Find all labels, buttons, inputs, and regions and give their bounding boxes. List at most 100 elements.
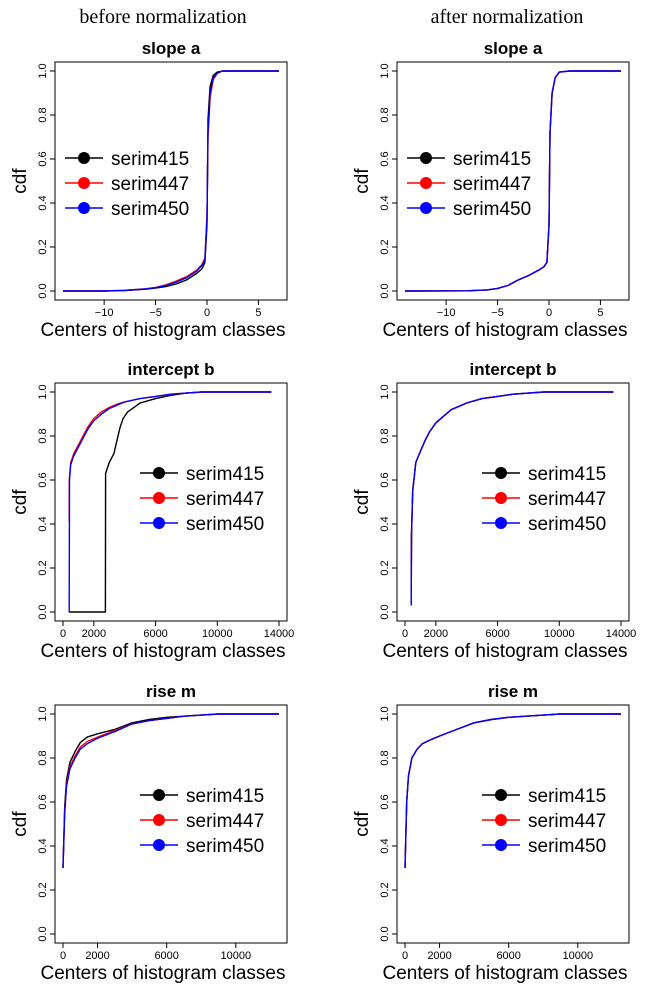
y-tick-label: 1.0	[37, 384, 49, 399]
y-tick-label: 0.2	[379, 882, 391, 897]
y-tick-label: 0.8	[379, 428, 391, 443]
x-tick-label: 10000	[221, 950, 252, 962]
legend-marker	[153, 467, 165, 479]
series-line-serim450	[62, 713, 279, 869]
legend-marker	[495, 814, 507, 826]
panel-title: intercept b	[128, 360, 215, 379]
y-tick-label: 0.6	[37, 151, 49, 166]
x-tick-label: 5	[255, 307, 261, 319]
plot-frame	[54, 382, 288, 622]
legend-marker	[153, 789, 165, 801]
y-tick-label: 0.0	[379, 283, 391, 298]
x-tick-label: 0	[60, 628, 66, 640]
x-tick-label: 2000	[82, 628, 106, 640]
y-tick-label: 0.4	[37, 838, 49, 853]
y-axis-label: cdf	[10, 489, 31, 515]
legend-marker	[153, 492, 165, 504]
y-tick-label: 0.8	[379, 107, 391, 122]
series-line-serim450	[410, 391, 614, 606]
y-tick-label: 0.4	[379, 516, 391, 531]
legend-marker	[495, 492, 507, 504]
series-line-serim450	[404, 713, 621, 869]
panel-grid: slope a −10 −5 0 5 0.0 0.2 0.4 0.6 0.8 1.0 Centers …	[10, 39, 636, 984]
legend-label: serim447	[186, 489, 264, 510]
legend-label: serim450	[186, 514, 264, 535]
y-tick-label: 0.8	[37, 107, 49, 122]
legend-label: serim450	[528, 836, 606, 857]
x-tick-label: 2000	[85, 950, 109, 962]
legend-label: serim415	[453, 149, 531, 170]
legend-marker	[78, 177, 90, 189]
panel-title: slope a	[484, 39, 543, 58]
x-tick-label: −10	[95, 307, 114, 319]
y-tick-label: 0.8	[379, 750, 391, 765]
legend-label: serim415	[186, 464, 264, 485]
y-tick-label: 0.2	[379, 560, 391, 575]
legend-marker	[78, 202, 90, 214]
x-tick-label: 6000	[496, 950, 520, 962]
x-tick-label: 0	[402, 950, 408, 962]
y-tick-label: 0.6	[379, 472, 391, 487]
series-line-serim450	[68, 391, 272, 613]
y-tick-label: 0.2	[379, 239, 391, 254]
legend-label: serim415	[528, 786, 606, 807]
legend-label: serim447	[528, 811, 606, 832]
x-tick-label: 6000	[154, 950, 178, 962]
series-line-serim450	[63, 70, 279, 292]
x-tick-label: −10	[437, 307, 456, 319]
legend-label: serim450	[453, 199, 531, 220]
x-axis-label: Centers of histogram classes	[41, 641, 286, 662]
y-axis-label: cdf	[352, 811, 373, 837]
legend-marker	[153, 814, 165, 826]
y-tick-label: 1.0	[379, 706, 391, 721]
chart-panel: rise m 0 2000 6000 10000 0.0 0.2 0.4 0.6 0.8 1.0 Ce…	[10, 682, 288, 984]
x-tick-label: 6000	[485, 628, 509, 640]
chart-panel: slope a −10 −5 0 5 0.0 0.2 0.4 0.6 0.8 1.0 Centers …	[10, 39, 288, 341]
legend-marker	[420, 177, 432, 189]
legend-label: serim415	[528, 464, 606, 485]
legend-label: serim447	[111, 174, 189, 195]
y-tick-label: 0.2	[37, 239, 49, 254]
x-tick-label: 14000	[606, 628, 637, 640]
y-tick-label: 0.2	[37, 882, 49, 897]
x-tick-label: 2000	[427, 950, 451, 962]
legend-label: serim447	[528, 489, 606, 510]
series-line-serim415	[69, 391, 272, 613]
x-tick-label: 10000	[202, 628, 233, 640]
y-axis-label: cdf	[352, 168, 373, 194]
x-tick-label: 0	[402, 628, 408, 640]
plot-frame	[54, 704, 288, 944]
chart-panel: intercept b 0 2000 6000 10000 14000 0.0 0.2 0.4 0…	[352, 360, 636, 662]
x-axis-label: Centers of histogram classes	[41, 963, 286, 984]
y-axis-label: cdf	[10, 168, 31, 194]
plot-frame	[396, 704, 630, 944]
x-axis-label: Centers of histogram classes	[383, 641, 628, 662]
legend-marker	[495, 467, 507, 479]
x-axis-label: Centers of histogram classes	[383, 963, 628, 984]
y-axis-label: cdf	[10, 811, 31, 837]
series-line-serim450	[404, 70, 621, 292]
y-tick-label: 1.0	[379, 63, 391, 78]
legend-marker	[420, 152, 432, 164]
y-tick-label: 0.2	[37, 560, 49, 575]
legend-marker	[420, 202, 432, 214]
x-tick-label: 6000	[143, 628, 167, 640]
y-tick-label: 1.0	[37, 63, 49, 78]
x-tick-label: 0	[204, 307, 210, 319]
y-tick-label: 0.4	[379, 838, 391, 853]
legend-marker	[495, 839, 507, 851]
legend-label: serim415	[186, 786, 264, 807]
y-tick-label: 0.8	[37, 428, 49, 443]
y-tick-label: 0.8	[37, 750, 49, 765]
x-tick-label: 0	[60, 950, 66, 962]
legend-label: serim415	[111, 149, 189, 170]
x-axis-label: Centers of histogram classes	[41, 320, 286, 341]
chart-panel: rise m 0 2000 6000 10000 0.0 0.2 0.4 0.6 0.8 1.0 Ce…	[352, 682, 630, 984]
plot-frame	[54, 61, 288, 301]
x-tick-label: 5	[597, 307, 603, 319]
legend-label: serim450	[186, 836, 264, 857]
y-tick-label: 1.0	[37, 706, 49, 721]
y-tick-label: 0.4	[379, 195, 391, 210]
x-tick-label: 2000	[424, 628, 448, 640]
